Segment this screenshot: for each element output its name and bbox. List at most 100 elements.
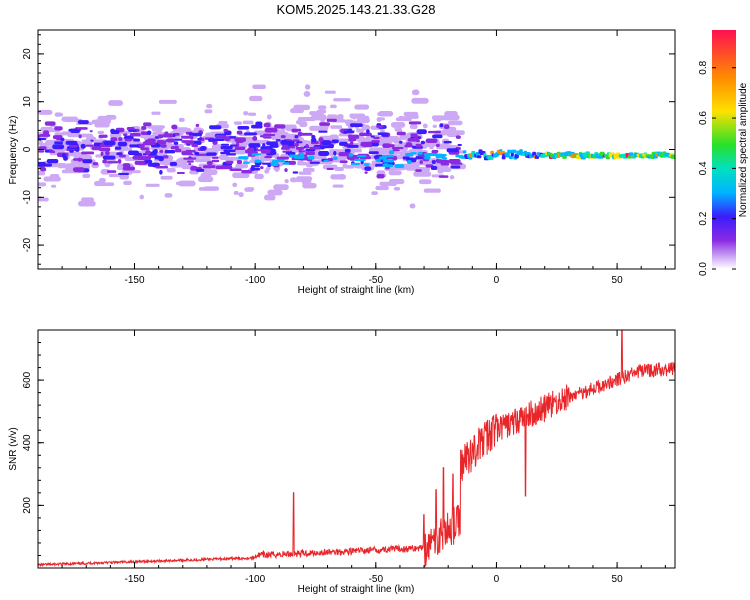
spectral-blob-faint [338,174,346,180]
spectral-blob [392,149,400,152]
spectral-blob-strong [394,164,405,168]
spectral-blob-faint [194,158,212,163]
spectral-blob [331,139,339,144]
spectral-blob [143,122,152,127]
spectral-blob-faint [145,183,160,187]
spectral-blob [436,159,450,164]
spectral-blob [364,166,372,171]
spectral-blob [42,130,50,136]
spectral-blob-faint [297,117,316,122]
spectral-blob [287,160,296,165]
spectral-blob [295,146,305,150]
spectral-blob-faint [54,112,62,117]
spectral-blob [319,122,331,126]
spectral-blob [159,169,163,175]
snr-frame [37,329,676,569]
spectral-blob-faint [252,84,266,90]
spectral-blob-faint [82,173,91,179]
spectral-blob [446,148,459,153]
spectral-blob [262,143,266,147]
spectral-blob [144,159,153,164]
spectral-blob [300,132,313,136]
spectral-blob-faint [376,117,382,123]
spectral-blob [241,169,253,174]
snr-line [38,330,675,568]
spectral-blob-faint [108,100,124,106]
spectral-blob-faint [388,170,402,176]
colorbar-tick-label: 0.6 [698,111,709,125]
spectral-blob [296,141,303,144]
spectral-blob [223,128,229,132]
spectral-blob-faint [309,125,327,131]
colorbar-tick-label: 0.2 [698,211,709,225]
band-segment [672,155,675,159]
band-segment [476,155,482,159]
spectral-blob-faint [330,104,337,109]
spectral-blob [318,137,324,143]
spectral-blob [169,162,178,166]
spectral-blob-faint [97,130,105,134]
spectral-blob [349,140,354,146]
spectral-blob-faint [81,164,87,169]
spectral-blob [260,149,271,154]
spectral-blob [129,132,141,137]
spectral-blob [431,149,438,154]
spectral-blob [292,171,299,174]
spectral-blob-faint [151,111,161,115]
x-tick-label: 50 [612,275,624,286]
spectral-blob-faint [139,194,145,200]
spectral-blob [122,166,136,171]
spectral-blob [248,143,261,148]
spectral-blob [90,139,94,142]
spectral-blob [252,136,258,141]
spectral-blob [419,160,423,165]
band-segment [510,152,514,157]
spectral-blob-faint [218,154,229,160]
spectral-blob-faint [233,190,239,195]
spectral-blob-faint [390,121,406,128]
spectral-blob-faint [243,111,249,116]
spectral-blob [206,161,213,165]
spectral-blob-strong [350,162,360,166]
spectral-blob-faint [81,197,95,203]
colorbar-label: Normalized spectral amplitude [738,82,749,217]
spectral-blob [415,143,422,148]
spectral-blob [364,171,368,174]
spectral-blob [98,134,108,138]
snr-y-label: SNR (v/v) [8,427,19,470]
spectral-blob [69,149,74,153]
spectral-blob-faint [100,168,111,175]
spectral-blob [61,153,66,158]
spectral-blob [159,149,164,153]
spectral-blob-faint [443,114,460,121]
spectral-blob [263,136,272,139]
y-tick-label: 20 [22,48,33,60]
spectral-blob-faint [432,124,437,128]
spectral-blob-faint [437,144,453,148]
spectral-blob [158,140,167,145]
colorbar-gradient [712,30,736,269]
spectral-blob [430,166,438,170]
spectral-blob [166,138,175,143]
spectral-blob [405,142,413,148]
spectral-blob [294,134,299,139]
spectral-blob [203,165,216,169]
spectral-blob [276,156,289,160]
spectral-blob [72,167,85,173]
spectral-blob [208,138,216,142]
spectral-blob-faint [432,117,442,122]
spectral-blob-strong [406,160,412,165]
spectral-blob [366,129,370,134]
spectral-blob [443,141,452,144]
spectral-blob-faint [51,184,57,188]
spectral-blob [197,137,202,141]
spectral-blob-strong [323,159,329,162]
spectrogram-x-label: Height of straight line (km) [298,285,415,296]
spectral-blob [234,137,247,143]
spectral-blob [359,132,372,137]
spectral-blob-faint [119,173,130,180]
spectral-blob [396,131,406,136]
spectral-blob-strong [424,153,435,157]
spectral-blob [415,169,422,172]
spectral-blob [52,135,63,140]
